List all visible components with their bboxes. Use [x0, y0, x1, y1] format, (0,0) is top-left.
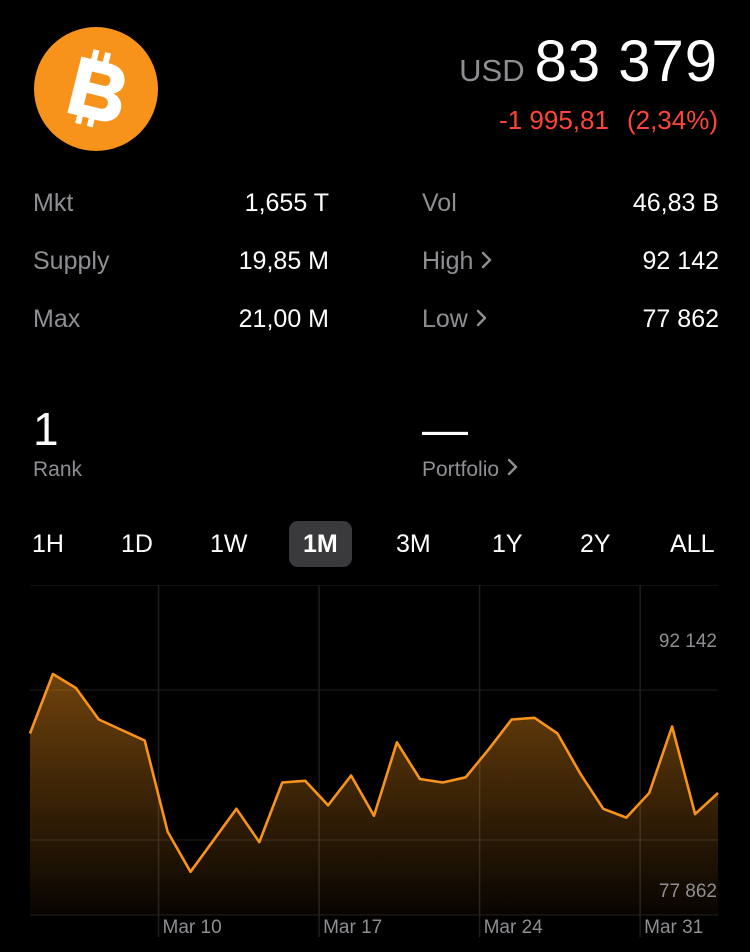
- chevron-right-icon: [481, 247, 493, 276]
- currency-label: USD: [459, 53, 525, 88]
- vol-value: 46,83 B: [632, 189, 719, 217]
- range-1y[interactable]: 1Y: [492, 530, 523, 558]
- bitcoin-icon: [34, 27, 158, 151]
- price-change: -1 995,81 (2,34%): [499, 105, 718, 136]
- chevron-right-icon: [507, 458, 519, 482]
- chevron-right-icon: [476, 305, 488, 334]
- y-low-label: 77 862: [659, 881, 717, 902]
- portfolio-label: Portfolio: [422, 458, 500, 481]
- high-label: High: [422, 247, 474, 275]
- max-label: Max: [33, 305, 81, 333]
- change-percent: (2,34%): [626, 105, 718, 135]
- range-1d[interactable]: 1D: [121, 530, 153, 558]
- supply-label: Supply: [33, 247, 110, 275]
- range-1m[interactable]: 1M: [289, 521, 352, 567]
- supply-value: 19,85 M: [238, 247, 329, 275]
- rank-value: 1: [33, 403, 59, 455]
- portfolio-link[interactable]: Portfolio: [422, 458, 519, 482]
- range-1w[interactable]: 1W: [210, 530, 248, 558]
- range-1h[interactable]: 1H: [32, 530, 64, 558]
- x-tick-label: Mar 17: [323, 917, 382, 938]
- max-value: 21,00 M: [238, 305, 329, 333]
- low-link[interactable]: Low: [422, 305, 488, 334]
- change-value: -1 995,81: [499, 105, 609, 135]
- range-2y[interactable]: 2Y: [580, 530, 611, 558]
- price-header: USD 83 379: [459, 28, 718, 95]
- rank-label: Rank: [33, 458, 83, 481]
- mkt-label: Mkt: [33, 189, 74, 217]
- high-value: 92 142: [642, 247, 719, 275]
- x-tick-label: Mar 31: [644, 917, 703, 938]
- vol-label: Vol: [422, 189, 457, 217]
- range-all[interactable]: ALL: [670, 530, 715, 558]
- time-range-selector: 1H 1D 1W 1M 3M 1Y 2Y ALL: [18, 521, 732, 567]
- y-high-label: 92 142: [659, 631, 717, 652]
- high-link[interactable]: High: [422, 247, 493, 276]
- portfolio-value: —: [422, 403, 468, 455]
- stats-grid: Mkt 1,655 T Vol 46,83 B Supply 19,85 M H…: [33, 185, 719, 359]
- x-tick-label: Mar 24: [484, 917, 544, 938]
- range-3m[interactable]: 3M: [396, 530, 431, 558]
- stat-row-mkt: Mkt 1,655 T Vol 46,83 B: [33, 185, 719, 243]
- low-label: Low: [422, 305, 468, 333]
- stat-row-supply: Supply 19,85 M High 92 142: [33, 243, 719, 301]
- price-chart[interactable]: Mar 10 Mar 17 Mar 24 Mar 31 92 142 77 862: [0, 585, 750, 952]
- stat-row-max: Max 21,00 M Low 77 862: [33, 301, 719, 359]
- chart-line: [28, 672, 719, 874]
- low-value: 77 862: [642, 305, 719, 333]
- mkt-value: 1,655 T: [244, 189, 329, 217]
- x-tick-label: Mar 10: [163, 917, 222, 938]
- chart-area: [30, 674, 718, 915]
- current-price: 83 379: [534, 29, 718, 94]
